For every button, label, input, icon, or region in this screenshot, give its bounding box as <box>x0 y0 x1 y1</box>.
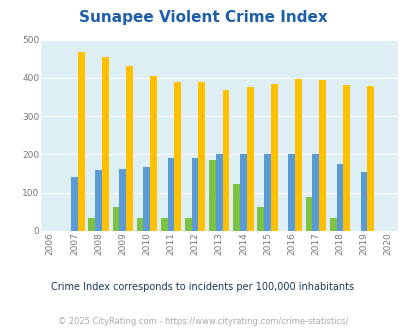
Bar <box>360 173 367 231</box>
Bar <box>185 217 191 231</box>
Bar <box>312 154 318 231</box>
Bar <box>167 158 174 231</box>
Bar <box>232 184 239 231</box>
Bar <box>150 76 157 231</box>
Bar <box>126 66 132 231</box>
Text: Sunapee Violent Crime Index: Sunapee Violent Crime Index <box>79 10 326 25</box>
Bar <box>264 154 270 231</box>
Bar <box>112 207 119 231</box>
Bar <box>239 154 246 231</box>
Bar <box>88 217 95 231</box>
Bar <box>294 79 301 231</box>
Bar <box>95 170 102 231</box>
Bar <box>336 164 343 231</box>
Bar <box>270 84 277 231</box>
Bar <box>305 197 312 231</box>
Bar <box>288 154 294 231</box>
Bar <box>367 85 373 231</box>
Bar <box>329 217 336 231</box>
Bar <box>343 85 349 231</box>
Bar <box>209 160 215 231</box>
Bar <box>222 90 229 231</box>
Bar <box>78 52 84 231</box>
Bar <box>174 82 181 231</box>
Legend: Sunapee, New Hampshire, National: Sunapee, New Hampshire, National <box>68 328 369 330</box>
Bar <box>257 207 264 231</box>
Bar <box>318 80 325 231</box>
Text: © 2025 CityRating.com - https://www.cityrating.com/crime-statistics/: © 2025 CityRating.com - https://www.city… <box>58 317 347 326</box>
Bar <box>71 178 78 231</box>
Bar <box>191 158 198 231</box>
Bar <box>198 82 205 231</box>
Bar <box>136 217 143 231</box>
Bar <box>160 217 167 231</box>
Text: Crime Index corresponds to incidents per 100,000 inhabitants: Crime Index corresponds to incidents per… <box>51 282 354 292</box>
Bar <box>119 169 126 231</box>
Bar <box>102 57 109 231</box>
Bar <box>143 167 150 231</box>
Bar <box>246 87 253 231</box>
Bar <box>215 154 222 231</box>
